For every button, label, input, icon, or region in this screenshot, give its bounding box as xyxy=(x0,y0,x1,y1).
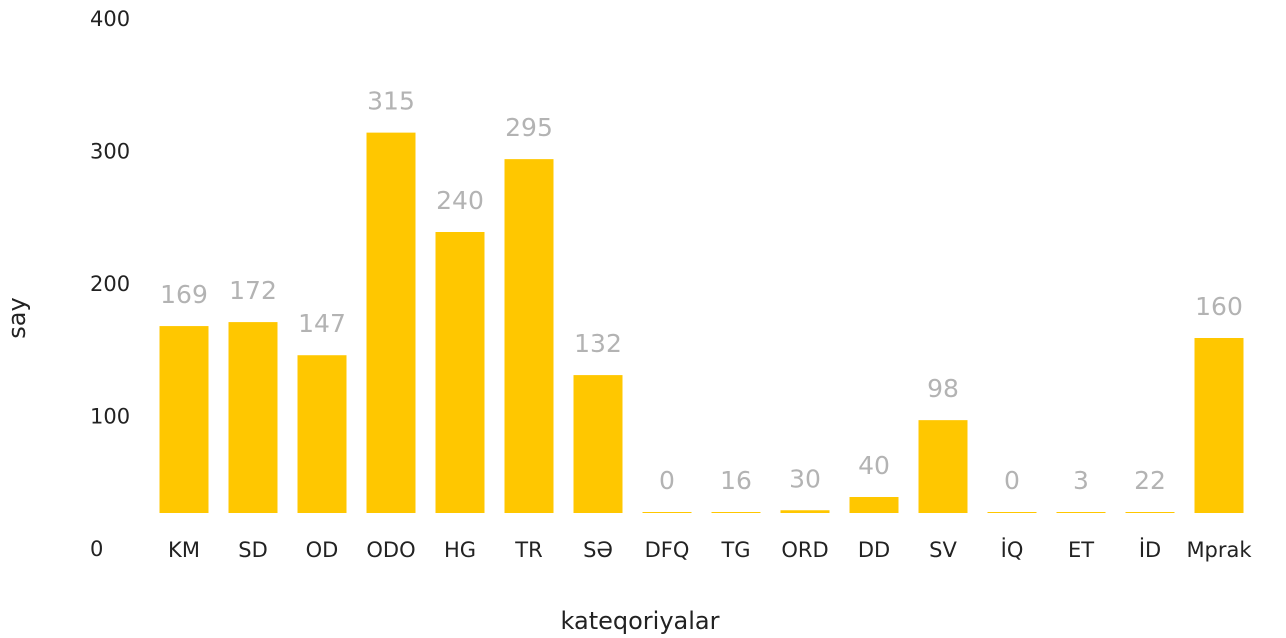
value-label: 315 xyxy=(367,87,415,116)
bar xyxy=(780,510,830,513)
x-tick-label: ET xyxy=(1068,538,1094,562)
value-label: 240 xyxy=(436,186,484,215)
value-label: 295 xyxy=(505,113,553,142)
value-label: 16 xyxy=(720,466,752,495)
x-tick-label: SV xyxy=(929,538,957,562)
bar xyxy=(159,326,209,513)
y-axis-label: say xyxy=(3,297,31,338)
bar xyxy=(504,159,554,513)
x-axis-label: kateqoriyalar xyxy=(561,607,720,635)
value-label: 160 xyxy=(1195,292,1243,321)
bar xyxy=(642,512,692,513)
x-tick-label: OD xyxy=(306,538,339,562)
x-tick-label: ORD xyxy=(781,538,828,562)
y-tick-label: 200 xyxy=(90,272,130,296)
value-label: 172 xyxy=(229,276,277,305)
x-tick-label: İQ xyxy=(1001,537,1024,562)
x-tick-label: ODO xyxy=(366,538,415,562)
x-tick-label: TR xyxy=(514,538,542,562)
value-label: 0 xyxy=(1004,466,1020,495)
bar xyxy=(711,512,761,513)
x-tick-label: İD xyxy=(1139,537,1161,562)
bar xyxy=(1194,338,1244,513)
y-tick-label: 100 xyxy=(90,405,130,429)
bar xyxy=(297,355,347,513)
value-label: 22 xyxy=(1134,466,1166,495)
x-tick-label: SƏ xyxy=(583,538,613,562)
y-tick-label: 400 xyxy=(90,7,130,31)
value-label: 132 xyxy=(574,329,622,358)
bar xyxy=(435,232,485,513)
x-tick-label: TG xyxy=(720,538,750,562)
bar xyxy=(987,512,1037,513)
value-label: 169 xyxy=(160,280,208,309)
value-label: 98 xyxy=(927,374,959,403)
x-tick-label: KM xyxy=(168,538,200,562)
bar xyxy=(366,132,416,513)
bar xyxy=(573,375,623,513)
bar xyxy=(1056,512,1106,513)
bar xyxy=(1125,512,1175,513)
value-label: 0 xyxy=(659,466,675,495)
bar xyxy=(228,322,278,513)
x-tick-label: HG xyxy=(444,538,476,562)
x-tick-label: Mprak xyxy=(1186,538,1252,562)
value-label: 147 xyxy=(298,309,346,338)
value-label: 30 xyxy=(789,464,821,493)
value-label: 40 xyxy=(858,451,890,480)
y-tick-label: 0 xyxy=(90,537,103,561)
y-tick-label: 300 xyxy=(90,140,130,164)
x-tick-label: DFQ xyxy=(645,538,690,562)
x-tick-label: SD xyxy=(238,538,268,562)
bar xyxy=(849,497,899,513)
x-tick-label: DD xyxy=(858,538,890,562)
value-label: 3 xyxy=(1073,466,1089,495)
bar xyxy=(918,420,968,513)
